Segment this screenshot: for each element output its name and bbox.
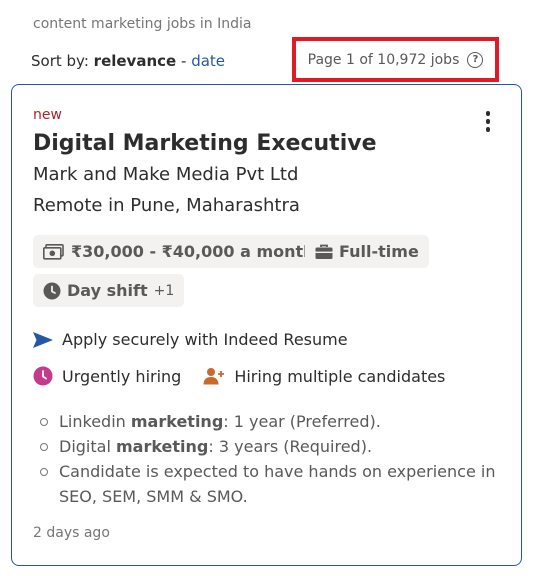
shift-label: Day shift [67,281,148,300]
job-type-label: Full-time [339,242,419,261]
posted-date: 2 days ago [33,525,110,541]
stopwatch-icon [33,366,53,386]
pagination-count: Page 1 of 10,972 jobs ? [292,37,499,82]
question-circle-icon[interactable]: ? [467,51,484,68]
money-icon [43,243,65,260]
salary-label: ₹30,000 - ₹40,000 a month [71,242,315,261]
apply-row: Apply securely with Indeed Resume [33,330,348,349]
job-type-chip: Full-time [305,235,429,268]
job-card[interactable]: new Digital Marketing Executive Mark and… [11,84,522,566]
search-query-label: content marketing jobs in India [33,16,252,32]
list-item: Digital marketing: 3 years (Required). [38,434,508,459]
sort-prefix: Sort by: [31,52,89,70]
apply-label: Apply securely with Indeed Resume [62,330,348,349]
sort-date-link[interactable]: date [191,52,226,70]
pagination-text: Page 1 of 10,972 jobs [307,51,460,68]
company-name: Mark and Make Media Pvt Ltd [33,164,299,185]
new-badge: new [33,107,62,123]
more-options-icon[interactable] [485,111,491,133]
multiple-candidates-label: Hiring multiple candidates [234,366,446,386]
list-item: Candidate is expected to have hands on e… [38,459,508,509]
salary-chip: ₹30,000 - ₹40,000 a month [33,235,325,268]
shift-extra-count: +1 [153,282,175,299]
urgent-label: Urgently hiring [62,366,182,386]
briefcase-icon [315,244,333,260]
send-arrow-icon [33,331,53,348]
shift-chip: Day shift +1 [33,274,185,307]
requirements-list: Linkedin marketing: 1 year (Preferred). … [38,409,508,509]
sort-bar: Sort by: relevance - date [31,52,225,70]
clock-icon [43,282,61,300]
job-location: Remote in Pune, Maharashtra [33,195,300,216]
sort-relevance-option: relevance [93,52,177,70]
hiring-row: Urgently hiring Hiring multiple candidat… [33,366,445,386]
list-item: Linkedin marketing: 1 year (Preferred). [38,409,508,434]
add-person-icon [203,367,225,385]
job-title[interactable]: Digital Marketing Executive [33,131,377,156]
sort-separator: - [180,52,187,70]
